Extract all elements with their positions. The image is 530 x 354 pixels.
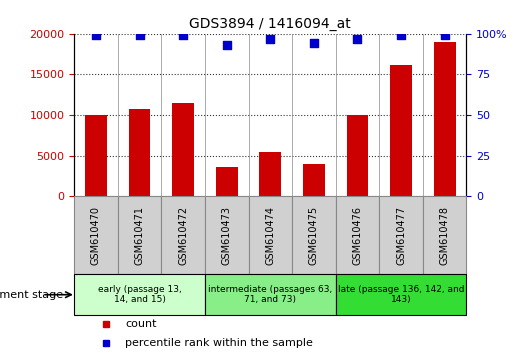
Bar (172, 103, 194, 196)
Point (310, 41, 318, 46)
Text: GSM610472: GSM610472 (178, 206, 188, 265)
Bar (379, 196, 423, 274)
Bar (216, 167, 237, 196)
Text: late (passage 136, 142, and
143): late (passage 136, 142, and 143) (338, 285, 464, 304)
Bar (85, 115, 107, 196)
Title: GDS3894 / 1416094_at: GDS3894 / 1416094_at (189, 17, 351, 31)
Text: GSM610474: GSM610474 (266, 206, 275, 265)
Point (397, 33, 405, 38)
Bar (205, 274, 335, 315)
Bar (161, 196, 205, 274)
Bar (74, 274, 205, 315)
Text: early (passage 13,
14, and 15): early (passage 13, 14, and 15) (98, 285, 181, 304)
Text: GSM610478: GSM610478 (439, 206, 449, 265)
Bar (335, 196, 379, 274)
Bar (335, 274, 466, 315)
Text: GSM610477: GSM610477 (396, 206, 406, 265)
Bar (205, 196, 249, 274)
Bar (249, 196, 292, 274)
Point (353, 36, 361, 41)
Bar (259, 152, 281, 196)
Bar (118, 196, 161, 274)
Bar (303, 164, 325, 196)
Point (179, 33, 188, 38)
Text: development stage: development stage (0, 290, 64, 300)
Text: GSM610470: GSM610470 (91, 206, 101, 265)
Point (440, 33, 449, 38)
Bar (423, 196, 466, 274)
Text: GSM610475: GSM610475 (309, 206, 319, 265)
Point (135, 33, 144, 38)
Bar (390, 64, 412, 196)
Bar (347, 115, 368, 196)
Bar (292, 196, 335, 274)
Text: GSM610471: GSM610471 (135, 206, 145, 265)
Text: GSM610476: GSM610476 (352, 206, 363, 265)
Point (266, 36, 275, 41)
Bar (74, 196, 118, 274)
Text: intermediate (passages 63,
71, and 73): intermediate (passages 63, 71, and 73) (208, 285, 332, 304)
Point (92, 33, 100, 38)
Bar (434, 42, 455, 196)
Text: GSM610473: GSM610473 (222, 206, 232, 265)
Bar (129, 109, 151, 196)
Text: count: count (125, 319, 157, 329)
Point (223, 42, 231, 48)
Text: percentile rank within the sample: percentile rank within the sample (125, 338, 313, 348)
